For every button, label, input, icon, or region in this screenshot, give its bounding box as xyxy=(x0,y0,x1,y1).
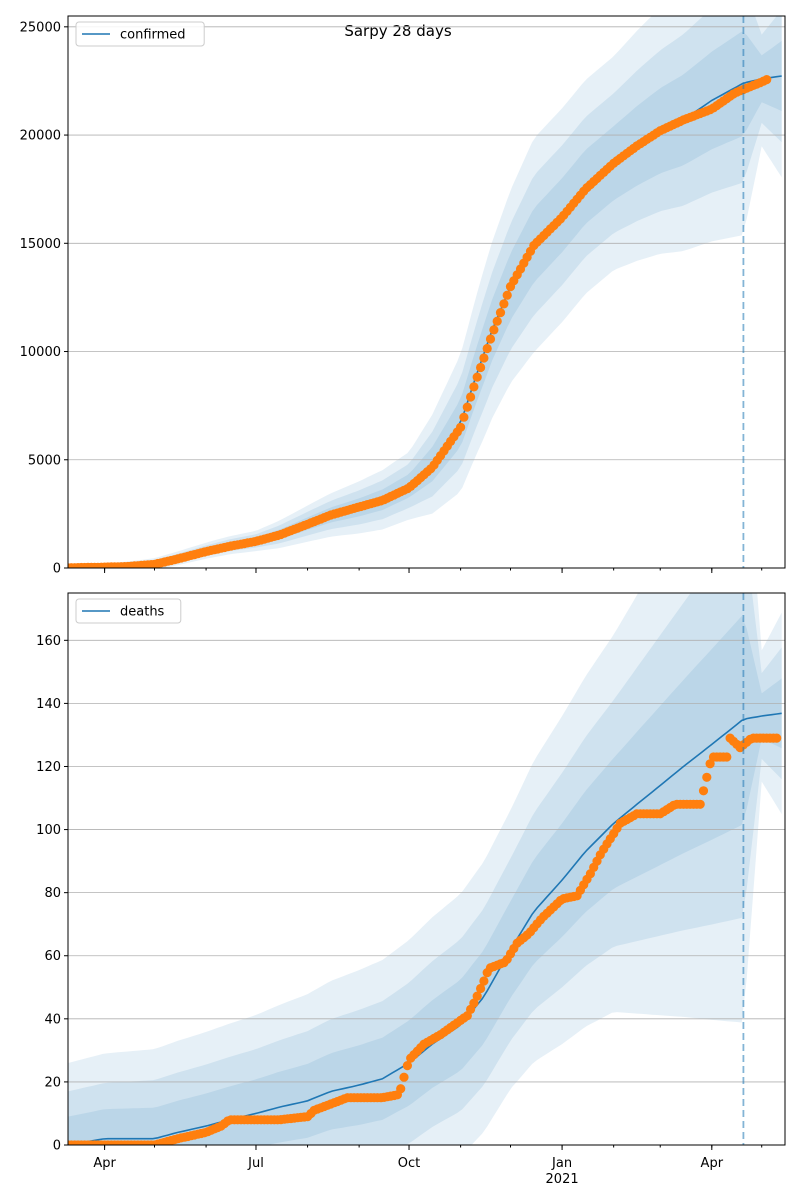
legend: confirmed xyxy=(75,21,205,47)
x-tick-label: Oct xyxy=(398,1156,420,1171)
observed-point xyxy=(462,402,472,412)
observed-point xyxy=(472,372,482,382)
legend-label: deaths xyxy=(120,605,165,620)
observed-point xyxy=(705,759,715,769)
observed-point xyxy=(396,1084,406,1094)
legend: deaths xyxy=(75,598,182,624)
confidence-band-1 xyxy=(68,16,782,568)
observed-point xyxy=(476,362,486,373)
confidence-band-1 xyxy=(68,593,782,1145)
observed-point xyxy=(466,392,476,402)
model-line xyxy=(68,712,782,1145)
observed-point xyxy=(698,786,709,796)
x-tick-label: Jul xyxy=(247,1156,264,1171)
y-tick-label: 40 xyxy=(44,1012,61,1027)
plot-area xyxy=(68,593,785,1145)
observed-point xyxy=(482,343,492,354)
observed-point xyxy=(479,353,489,363)
axes-frame xyxy=(67,592,786,1146)
y-tick-label: 60 xyxy=(44,949,61,964)
observed-point xyxy=(469,998,479,1008)
legend-label: confirmed xyxy=(120,28,186,43)
x-tick-label: Apr xyxy=(93,1156,116,1171)
observed-point xyxy=(722,752,732,762)
x-tick-sublabel: 2021 xyxy=(546,1172,579,1187)
observed-point xyxy=(469,382,479,392)
chart-title: Sarpy 28 days xyxy=(344,22,451,40)
observed-point xyxy=(762,75,772,85)
confidence-band-2 xyxy=(68,593,782,1145)
observed-point xyxy=(472,991,482,1001)
observed-point xyxy=(499,299,509,309)
observed-point xyxy=(402,1061,412,1071)
observed-point xyxy=(702,772,712,782)
y-tick-label: 140 xyxy=(36,697,61,712)
observed-point xyxy=(502,290,512,300)
y-tick-label: 100 xyxy=(36,823,61,838)
y-tick-label: 0 xyxy=(53,562,61,577)
y-tick-label: 120 xyxy=(36,760,61,775)
y-tick-label: 10000 xyxy=(20,345,61,360)
observed-point xyxy=(479,976,489,986)
y-tick-label: 25000 xyxy=(20,20,61,35)
confirmed-panel: 0 5000 10000 15000 20000 25000 confirmed xyxy=(20,15,786,577)
observed-point xyxy=(495,308,506,318)
legend-box xyxy=(75,598,182,624)
y-tick-label: 5000 xyxy=(28,453,61,468)
confidence-band-2 xyxy=(68,16,782,568)
x-tick-label: Jan xyxy=(551,1156,572,1171)
plot-area xyxy=(68,16,785,568)
observed-point xyxy=(485,334,496,344)
observed-point xyxy=(399,1072,409,1082)
legend-box xyxy=(75,21,205,47)
observed-point xyxy=(476,983,486,994)
y-tick-label: 0 xyxy=(53,1139,61,1154)
y-tick-label: 160 xyxy=(36,634,61,649)
confidence-band-3 xyxy=(68,31,782,568)
x-tick-label: Apr xyxy=(701,1156,724,1171)
observed-point xyxy=(492,316,502,326)
observed-point xyxy=(456,422,466,432)
observed-point xyxy=(772,733,782,743)
observed-point xyxy=(489,325,499,335)
observed-point xyxy=(695,799,705,809)
y-tick-label: 20 xyxy=(44,1075,61,1090)
observed-point xyxy=(459,412,469,422)
y-tick-label: 20000 xyxy=(20,129,61,144)
y-tick-label: 80 xyxy=(44,886,61,901)
y-tick-label: 15000 xyxy=(20,237,61,252)
axes-frame xyxy=(67,15,786,569)
